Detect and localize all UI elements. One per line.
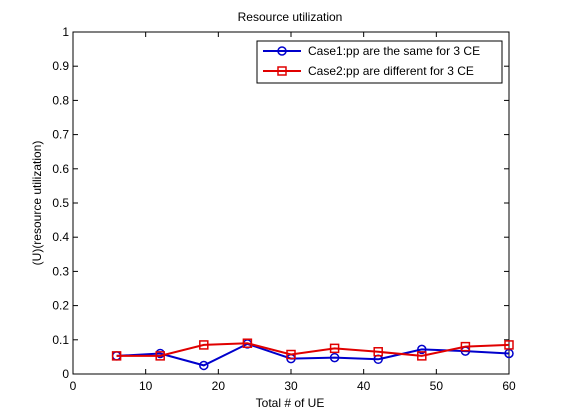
data-point-case2 bbox=[417, 351, 427, 361]
legend-label-case1: Case1:pp are the same for 3 CE bbox=[308, 44, 480, 58]
y-tick-label: 0.3 bbox=[52, 264, 69, 278]
x-axis-label: Total # of UE bbox=[256, 396, 325, 410]
legend-box bbox=[256, 40, 503, 84]
y-tick-label: 0.6 bbox=[52, 162, 69, 176]
data-point-case2 bbox=[373, 347, 383, 357]
plot-area bbox=[72, 31, 510, 375]
data-point-case1 bbox=[329, 352, 340, 363]
data-point-case2 bbox=[286, 349, 296, 360]
legend-marker-case1 bbox=[277, 46, 287, 56]
y-tick-label: 0.2 bbox=[52, 299, 69, 313]
data-point-case2 bbox=[504, 340, 514, 350]
x-tick-label: 20 bbox=[212, 379, 226, 393]
x-tick-label: 60 bbox=[502, 379, 516, 393]
data-point-case1 bbox=[199, 360, 209, 371]
data-point-case2 bbox=[199, 340, 209, 350]
y-tick-label: 0.9 bbox=[52, 59, 69, 73]
data-point-case2 bbox=[460, 341, 471, 352]
x-tick-label: 30 bbox=[284, 379, 298, 393]
data-point-case2 bbox=[242, 338, 253, 348]
series-layer bbox=[111, 338, 514, 371]
legend-marker-case2 bbox=[277, 66, 287, 76]
chart-title: Resource utilization bbox=[238, 10, 343, 24]
data-point-case1 bbox=[417, 344, 427, 355]
x-axis: 0 10 20 30 40 50 60 bbox=[70, 32, 516, 393]
y-tick-label: 1 bbox=[62, 25, 69, 39]
y-tick-label: 0 bbox=[62, 367, 69, 381]
y-tick-label: 0.7 bbox=[52, 128, 69, 142]
y-tick-label: 0.5 bbox=[52, 196, 69, 210]
data-point-case2 bbox=[111, 351, 122, 361]
y-axis-label: (U)(resource utilization) bbox=[30, 141, 44, 266]
series-line-case2 bbox=[116, 342, 510, 357]
data-point-case2 bbox=[155, 351, 165, 361]
y-axis: 0 0.1 0.2 0.3 0.4 0.5 0.6 0.7 0.8 0.9 1 bbox=[52, 25, 509, 381]
y-tick-label: 0.8 bbox=[52, 93, 69, 107]
legend: Case1:pp are the same for 3 CE Case2:pp … bbox=[256, 40, 503, 84]
x-tick-label: 50 bbox=[430, 379, 444, 393]
y-tick-label: 0.1 bbox=[52, 333, 69, 347]
x-tick-label: 10 bbox=[139, 379, 153, 393]
y-tick-label: 0.4 bbox=[52, 230, 69, 244]
legend-label-case2: Case2:pp are different for 3 CE bbox=[308, 64, 474, 78]
x-tick-label: 0 bbox=[70, 379, 77, 393]
x-tick-label: 40 bbox=[357, 379, 371, 393]
data-point-case2 bbox=[329, 343, 340, 354]
